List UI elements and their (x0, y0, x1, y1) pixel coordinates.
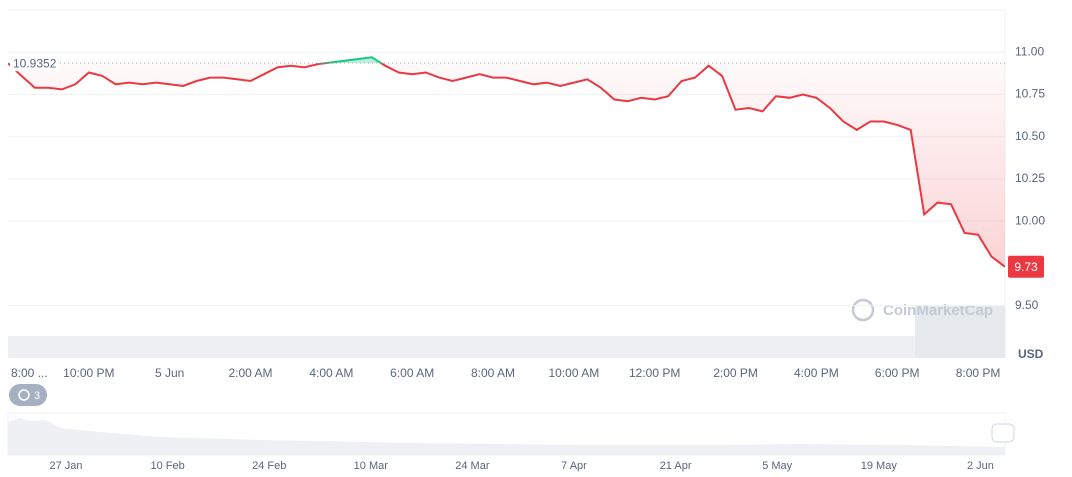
navigator-handle[interactable] (991, 423, 1015, 443)
navigator-label: 5 May (762, 460, 792, 472)
navigator-label: 7 Apr (561, 460, 587, 472)
y-tick-label: 11.00 (1015, 44, 1044, 58)
x-tick-label: 10:00 AM (549, 366, 600, 380)
navigator-area (8, 418, 1005, 455)
navigator-label: 21 Apr (660, 460, 692, 472)
navigator (7, 412, 1015, 456)
x-tick-label: 2:00 AM (228, 366, 272, 380)
navigator-label: 24 Mar (455, 460, 490, 472)
y-tick-label: 10.50 (1015, 129, 1045, 143)
y-tick-label: 10.25 (1015, 171, 1045, 185)
x-tick-label: 8:00 AM (471, 366, 515, 380)
watermark-logo (851, 298, 875, 322)
x-tick-label: 4:00 AM (309, 366, 353, 380)
x-tick-label: 5 Jun (155, 366, 184, 380)
x-tick-label: 6:00 PM (875, 366, 920, 380)
x-tick-label: 2:00 PM (713, 366, 758, 380)
badge-icon[interactable] (18, 389, 30, 401)
price-line-down (8, 63, 1005, 268)
last-price-badge (1008, 255, 1044, 278)
last-price-label: 9.73 (1014, 260, 1038, 274)
reference-label-bg (10, 55, 60, 72)
area-below (8, 63, 1005, 267)
volume-area (8, 336, 1005, 358)
x-tick-label: 10:00 PM (63, 366, 114, 380)
navigator-label: 19 May (861, 460, 898, 472)
watermark: CoinMarketCap (851, 298, 993, 322)
x-tick-label: 4:00 PM (794, 366, 839, 380)
x-tick-label: 6:00 AM (390, 366, 434, 380)
y-axis-unit: USD (1018, 347, 1044, 361)
y-tick-label: 10.75 (1015, 87, 1045, 101)
x-tick-label: 12:00 PM (629, 366, 680, 380)
navigator-label: 10 Mar (354, 460, 389, 472)
reference-label: 10.9352 (13, 56, 57, 70)
y-tick-label: 9.50 (1015, 298, 1039, 312)
x-tick-label: 8:00 ... (11, 366, 48, 380)
badge-bg[interactable] (9, 384, 47, 406)
history-badge[interactable]: 3 (9, 384, 47, 406)
navigator-label: 10 Feb (150, 460, 184, 472)
volume-area-recent (915, 306, 1005, 358)
badge-count[interactable]: 3 (34, 390, 40, 402)
x-tick-label: 8:00 PM (956, 366, 1001, 380)
y-tick-label: 10.00 (1015, 213, 1045, 227)
navigator-label: 2 Jun (967, 460, 994, 472)
navigator-label: 27 Jan (49, 460, 82, 472)
navigator-label: 24 Feb (252, 460, 286, 472)
watermark-text: CoinMarketCap (883, 302, 993, 319)
